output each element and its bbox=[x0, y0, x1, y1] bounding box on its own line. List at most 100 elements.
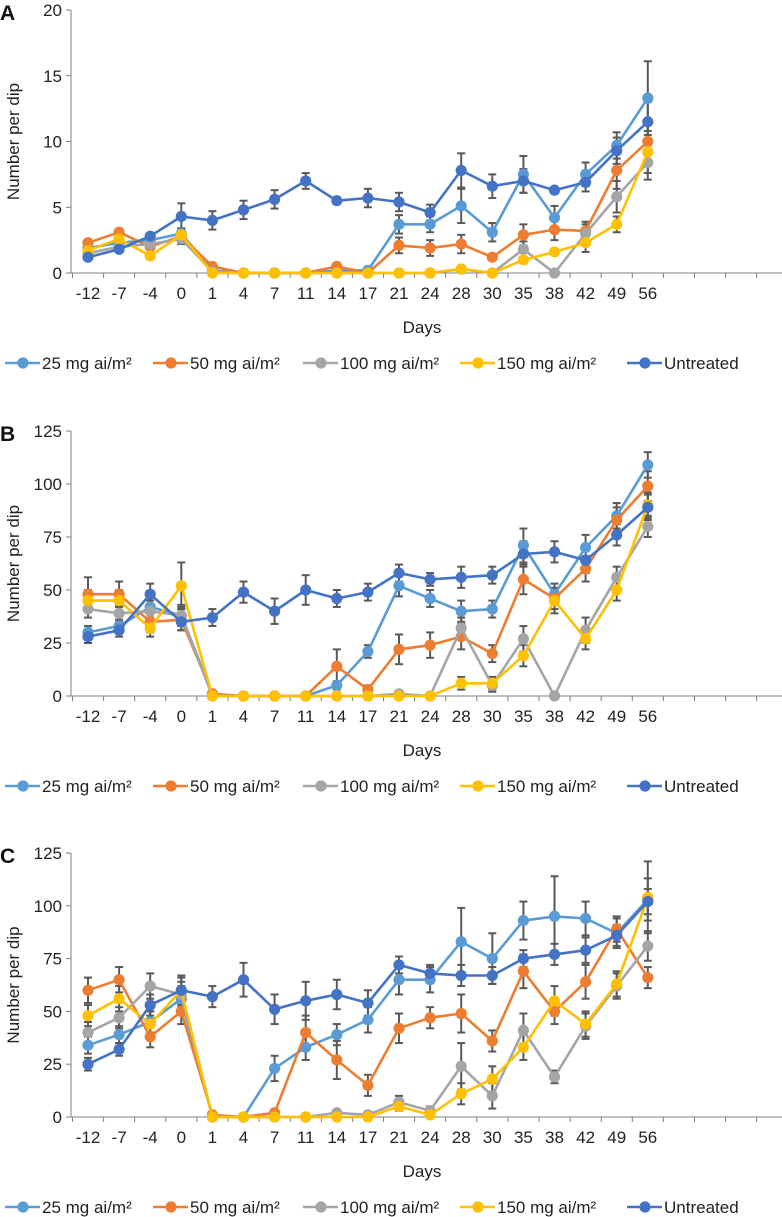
data-point-25 bbox=[300, 1041, 312, 1053]
data-point-untreated bbox=[144, 999, 156, 1011]
data-point-100 bbox=[517, 633, 530, 645]
data-point-25 bbox=[362, 645, 374, 658]
data-point-25 bbox=[331, 1029, 343, 1041]
data-point-untreated bbox=[424, 967, 436, 979]
x-tick-label: -12 bbox=[76, 1128, 101, 1147]
data-point-25 bbox=[486, 953, 498, 965]
data-point-50 bbox=[455, 1007, 467, 1020]
legend-label-untreated: Untreated bbox=[664, 354, 739, 373]
data-point-untreated bbox=[206, 214, 218, 226]
data-point-100 bbox=[611, 191, 623, 203]
legend-label-untreated: Untreated bbox=[664, 1198, 739, 1217]
data-point-100 bbox=[82, 1026, 94, 1039]
data-point-25 bbox=[113, 1029, 125, 1041]
data-point-untreated bbox=[548, 184, 561, 196]
legend-marker-150 bbox=[472, 780, 484, 792]
x-tick-label: 14 bbox=[327, 284, 346, 303]
data-point-150 bbox=[237, 267, 250, 279]
data-point-150 bbox=[517, 650, 530, 662]
data-point-150 bbox=[642, 146, 654, 158]
data-point-untreated bbox=[206, 991, 218, 1003]
data-point-150 bbox=[611, 584, 623, 596]
x-tick-label: -4 bbox=[143, 1128, 158, 1147]
data-point-100 bbox=[548, 690, 561, 702]
panel-letter-b: B bbox=[0, 423, 15, 446]
data-point-150 bbox=[424, 267, 436, 279]
data-point-150 bbox=[269, 267, 281, 279]
data-point-150 bbox=[548, 595, 561, 607]
data-point-25 bbox=[455, 200, 467, 212]
data-point-150 bbox=[424, 1109, 436, 1121]
data-point-untreated bbox=[362, 192, 374, 204]
x-tick-label: 35 bbox=[514, 284, 533, 303]
data-point-25 bbox=[580, 168, 592, 180]
data-point-150 bbox=[362, 267, 374, 279]
data-point-untreated bbox=[424, 206, 436, 219]
data-point-150 bbox=[331, 1111, 343, 1123]
data-point-150 bbox=[548, 995, 561, 1007]
y-tick-label: 100 bbox=[34, 475, 62, 494]
data-point-150 bbox=[611, 978, 623, 990]
data-point-100 bbox=[517, 243, 530, 255]
data-point-150 bbox=[517, 1041, 530, 1053]
x-tick-label: 30 bbox=[483, 1128, 502, 1147]
data-point-50 bbox=[486, 251, 498, 263]
legend-marker-100 bbox=[315, 1201, 327, 1213]
y-tick-label: 0 bbox=[53, 1108, 62, 1127]
data-point-untreated bbox=[269, 193, 281, 205]
data-point-150 bbox=[331, 267, 343, 279]
data-point-50 bbox=[642, 972, 654, 984]
data-point-untreated bbox=[237, 204, 250, 216]
legend-marker-50 bbox=[165, 357, 177, 369]
data-point-100 bbox=[144, 605, 156, 617]
x-tick-label: 28 bbox=[452, 707, 471, 726]
data-point-untreated bbox=[580, 944, 592, 956]
data-point-150 bbox=[206, 690, 218, 702]
data-point-25 bbox=[455, 936, 467, 948]
x-tick-label: 38 bbox=[545, 284, 564, 303]
x-axis-title: Days bbox=[403, 741, 442, 760]
legend-label-50: 50 mg ai/m² bbox=[190, 354, 280, 373]
data-point-untreated bbox=[175, 984, 187, 996]
data-point-25 bbox=[548, 212, 561, 224]
data-point-50 bbox=[455, 238, 467, 250]
x-tick-label: 4 bbox=[239, 1128, 248, 1147]
x-tick-label: 4 bbox=[239, 707, 248, 726]
data-point-50 bbox=[486, 1035, 498, 1047]
data-point-50 bbox=[113, 974, 125, 986]
data-point-100 bbox=[486, 1090, 498, 1102]
data-point-150 bbox=[362, 690, 374, 702]
data-point-150 bbox=[486, 1073, 498, 1085]
y-tick-label: 75 bbox=[43, 950, 62, 969]
data-point-50 bbox=[611, 514, 623, 526]
data-point-150 bbox=[269, 690, 281, 702]
x-tick-label: 21 bbox=[390, 1128, 409, 1147]
x-tick-label: -12 bbox=[76, 284, 101, 303]
x-axis-title: Days bbox=[403, 318, 442, 337]
data-point-50 bbox=[486, 648, 498, 660]
x-tick-label: 49 bbox=[607, 284, 626, 303]
y-tick-label: 125 bbox=[34, 844, 62, 863]
x-tick-label: 28 bbox=[452, 1128, 471, 1147]
x-tick-label: -4 bbox=[143, 707, 158, 726]
data-point-25 bbox=[331, 679, 343, 692]
data-point-150 bbox=[455, 1088, 467, 1100]
data-point-untreated bbox=[393, 196, 405, 208]
series-line-100 bbox=[87, 161, 649, 275]
y-tick-label: 75 bbox=[43, 528, 62, 547]
data-point-100 bbox=[642, 940, 654, 952]
x-tick-label: -7 bbox=[112, 1128, 127, 1147]
legend-label-50: 50 mg ai/m² bbox=[190, 777, 280, 796]
legend-marker-25 bbox=[17, 1201, 29, 1213]
y-tick-label: 100 bbox=[34, 897, 62, 916]
data-point-50 bbox=[82, 237, 94, 249]
x-tick-label: -12 bbox=[76, 707, 101, 726]
data-point-untreated bbox=[113, 1043, 125, 1056]
data-point-25 bbox=[517, 914, 530, 927]
legend-marker-untreated bbox=[639, 357, 651, 369]
data-point-150 bbox=[175, 229, 187, 241]
legend-label-25: 25 mg ai/m² bbox=[42, 354, 132, 373]
data-point-untreated bbox=[455, 164, 467, 177]
